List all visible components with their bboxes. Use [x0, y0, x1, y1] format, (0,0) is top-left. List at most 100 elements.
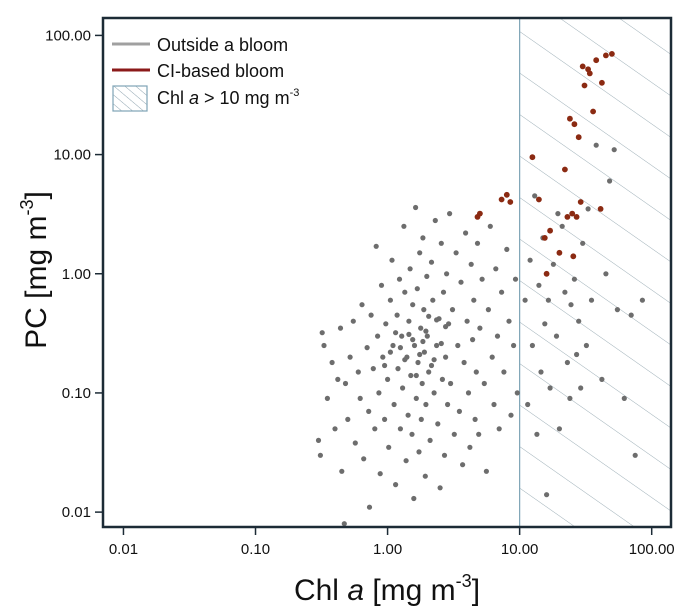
outside-point-57 — [411, 495, 417, 502]
outside-point-66 — [418, 416, 424, 422]
outside-point-52 — [406, 318, 412, 324]
outside-point-99 — [456, 408, 462, 414]
outside-point-101 — [460, 462, 466, 468]
outside-point-188 — [578, 385, 584, 391]
outside-point-74 — [424, 333, 430, 339]
outside-point-142 — [443, 324, 449, 330]
outside-point-103 — [463, 230, 469, 236]
outside-point-27 — [375, 333, 381, 339]
outside-point-115 — [479, 276, 485, 282]
outside-point-80 — [432, 217, 438, 224]
outside-point-94 — [448, 380, 454, 387]
outside-point-93 — [447, 211, 453, 217]
outside-point-120 — [489, 354, 495, 360]
outside-point-3 — [317, 452, 323, 458]
outside-point-152 — [527, 257, 533, 263]
outside-point-153 — [529, 342, 536, 349]
outside-point-54 — [408, 372, 414, 379]
outside-point-113 — [476, 431, 482, 437]
outside-point-1 — [321, 342, 327, 349]
outside-point-73 — [424, 273, 430, 279]
outside-point-100 — [458, 279, 464, 285]
outside-point-60 — [413, 395, 419, 401]
outside-point-43 — [396, 276, 403, 282]
outside-point-143 — [382, 362, 388, 369]
outside-point-156 — [536, 282, 542, 288]
outside-point-91 — [445, 401, 451, 408]
x-tick-label-2: 1.00 — [373, 541, 402, 558]
outside-point-123 — [494, 333, 501, 339]
outside-point-131 — [512, 276, 519, 282]
outside-point-24 — [370, 366, 376, 372]
outside-point-31 — [380, 354, 386, 360]
outside-point-77 — [428, 259, 435, 265]
outside-point-104 — [464, 318, 470, 324]
outside-point-58 — [411, 342, 418, 349]
outside-point-167 — [562, 289, 568, 295]
outside-point-44 — [397, 426, 403, 432]
outside-point-40 — [393, 482, 399, 488]
legend-label-threshold: Chl a > 10 mg m-3 — [157, 87, 299, 108]
scatter-points — [315, 51, 646, 527]
bloom-point-9 — [556, 249, 563, 256]
outside-point-47 — [401, 223, 407, 229]
bloom-point-7 — [541, 235, 548, 241]
outside-point-110 — [472, 416, 478, 422]
outside-point-63 — [416, 449, 422, 455]
outside-point-45 — [399, 333, 405, 339]
outside-point-71 — [422, 473, 428, 479]
bloom-point-10 — [562, 166, 568, 173]
outside-point-132 — [514, 390, 520, 396]
outside-point-87 — [440, 289, 447, 295]
bloom-point-8 — [547, 227, 553, 234]
outside-point-184 — [603, 271, 609, 277]
outside-point-118 — [485, 307, 491, 313]
outside-point-161 — [545, 297, 552, 303]
outside-point-173 — [583, 342, 590, 349]
outside-point-164 — [553, 333, 560, 339]
outside-point-147 — [420, 338, 426, 345]
outside-point-171 — [576, 318, 582, 324]
outside-point-6 — [332, 426, 338, 432]
outside-point-7 — [335, 376, 341, 382]
outside-point-61 — [414, 286, 420, 292]
outside-point-5 — [329, 359, 335, 366]
outside-point-10 — [341, 521, 347, 527]
outside-point-35 — [386, 444, 392, 450]
outside-point-172 — [580, 240, 586, 246]
outside-point-137 — [417, 351, 423, 358]
outside-point-183 — [611, 147, 617, 153]
outside-point-170 — [571, 276, 578, 282]
y-tick-label-0: 0.01 — [62, 504, 91, 521]
outside-point-124 — [496, 426, 502, 432]
x-tick-label-0: 0.01 — [109, 541, 138, 558]
outside-point-187 — [555, 211, 561, 217]
outside-point-51 — [405, 412, 411, 418]
outside-point-53 — [407, 266, 413, 272]
outside-point-169 — [567, 395, 573, 401]
outside-point-128 — [506, 318, 512, 324]
outside-point-49 — [403, 458, 409, 464]
outside-point-114 — [477, 325, 483, 331]
outside-point-177 — [607, 178, 613, 184]
outside-point-151 — [525, 401, 531, 408]
outside-point-28 — [376, 390, 382, 396]
outside-point-82 — [435, 421, 441, 427]
outside-point-75 — [426, 369, 432, 375]
y-tick-label-1: 0.10 — [62, 385, 91, 402]
y-tick-label-2: 1.00 — [62, 266, 91, 283]
bloom-point-14 — [571, 121, 578, 128]
outside-point-126 — [501, 369, 507, 375]
outside-point-149 — [431, 357, 437, 363]
outside-point-108 — [470, 337, 476, 343]
bloom-point-13 — [569, 210, 576, 217]
outside-point-8 — [337, 325, 344, 331]
outside-point-130 — [510, 342, 517, 349]
outside-point-175 — [593, 142, 599, 148]
bloom-point-21 — [590, 108, 596, 115]
outside-point-48 — [402, 289, 408, 295]
bloom-point-2 — [498, 196, 505, 203]
outside-point-78 — [430, 297, 436, 303]
outside-point-168 — [564, 359, 571, 366]
outside-point-33 — [383, 321, 389, 327]
